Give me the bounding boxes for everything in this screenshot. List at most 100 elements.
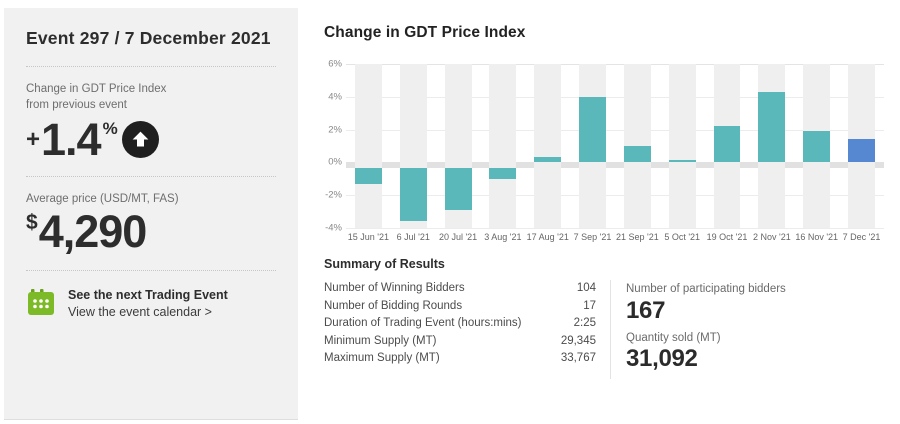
gridline bbox=[346, 195, 884, 197]
x-axis-tick-label: 20 Jul '21 bbox=[438, 232, 478, 242]
x-axis-tick-label: 2 Nov '21 bbox=[752, 232, 791, 242]
y-axis-tick-label: -4% bbox=[325, 222, 342, 234]
column-band bbox=[489, 64, 517, 228]
chart-bar[interactable] bbox=[489, 168, 517, 179]
chart-column bbox=[615, 64, 660, 228]
chart-bar[interactable] bbox=[399, 168, 427, 222]
chart-bar[interactable] bbox=[444, 168, 472, 210]
divider bbox=[26, 270, 276, 272]
chart-column bbox=[660, 64, 705, 228]
chart-column bbox=[570, 64, 615, 228]
x-axis-tick-label: 7 Dec '21 bbox=[842, 232, 881, 242]
chart-column bbox=[436, 64, 481, 228]
x-axis-tick-label: 15 Jun '21 bbox=[347, 232, 390, 242]
summary-table: Number of Winning Bidders 104 Number of Bi… bbox=[324, 280, 596, 368]
results-main-area: Change in GDT Price Index 6% 4% 2% 0% -2% -4%… bbox=[298, 0, 900, 424]
chart-bar[interactable] bbox=[534, 157, 562, 163]
change-unit: % bbox=[102, 119, 118, 139]
summary-row: Maximum Supply (MT) 33,767 bbox=[324, 350, 596, 368]
divider bbox=[26, 66, 276, 67]
gridline bbox=[346, 228, 884, 229]
x-axis-tick-label: 17 Aug '21 bbox=[526, 232, 569, 242]
average-price: $ 4,290 bbox=[26, 209, 276, 254]
x-axis-tick-label: 16 Nov '21 bbox=[795, 232, 839, 242]
y-axis-tick-label: 0% bbox=[328, 156, 342, 168]
summary-row-label: Maximum Supply (MT) bbox=[324, 352, 440, 364]
next-event-text: See the next Trading Event bbox=[68, 288, 228, 303]
next-event-link[interactable]: See the next Trading Event View the even… bbox=[26, 287, 276, 322]
event-calendar-link-text[interactable]: View the event calendar > bbox=[68, 305, 212, 320]
chart-title: Change in GDT Price Index bbox=[324, 24, 526, 41]
chart-column bbox=[525, 64, 570, 228]
change-sign: + bbox=[26, 125, 41, 153]
chart-plot-area bbox=[346, 64, 884, 229]
summary-row-value: 2:25 bbox=[573, 317, 596, 329]
summary-heading: Summary of Results bbox=[324, 257, 445, 271]
chart-x-axis: 15 Jun '21 6 Jul '21 20 Jul '21 3 Aug '21 17… bbox=[346, 232, 884, 242]
change-value: 1.4 bbox=[41, 114, 102, 166]
stat-label: Quantity sold (MT) bbox=[626, 331, 721, 344]
average-price-label: Average price (USD/MT, FAS) bbox=[26, 193, 179, 206]
gridline bbox=[346, 96, 884, 98]
y-axis-tick-label: -2% bbox=[325, 189, 342, 201]
summary-section: Summary of Results Number of Winning Bid… bbox=[324, 257, 890, 380]
chart-bar[interactable] bbox=[758, 91, 786, 163]
chart-column bbox=[749, 64, 794, 228]
chart-column bbox=[346, 64, 391, 228]
summary-row-value: 104 bbox=[576, 282, 596, 294]
x-axis-tick-label: 3 Aug '21 bbox=[484, 232, 522, 242]
summary-row-value: 29,345 bbox=[560, 334, 596, 347]
change-label-line2: from previous event bbox=[26, 99, 127, 112]
divider bbox=[26, 176, 276, 178]
chart-bar[interactable] bbox=[579, 96, 606, 163]
y-axis-tick-label: 4% bbox=[328, 91, 342, 103]
chart-y-axis: 6% 4% 2% 0% -2% -4% bbox=[324, 59, 346, 234]
chart-bars bbox=[346, 64, 884, 228]
summary-row: Number of Bidding Rounds 17 bbox=[324, 298, 596, 316]
chart-bar[interactable] bbox=[848, 139, 875, 163]
stat-label: Number of participating bidders bbox=[626, 283, 786, 295]
price-index-change: + 1.4 % bbox=[26, 117, 276, 162]
column-band bbox=[354, 64, 382, 228]
gridline bbox=[346, 129, 884, 131]
summary-row-label: Minimum Supply (MT) bbox=[324, 334, 437, 347]
y-axis-tick-label: 2% bbox=[328, 124, 342, 136]
gridline bbox=[346, 64, 884, 65]
summary-row-label: Number of Bidding Rounds bbox=[324, 299, 463, 312]
chart-bar[interactable] bbox=[803, 131, 831, 163]
x-axis-tick-label: 5 Oct '21 bbox=[664, 232, 701, 242]
x-axis-tick-label: 7 Sep '21 bbox=[573, 232, 612, 242]
chart-bar[interactable] bbox=[713, 126, 741, 163]
currency-symbol: $ bbox=[26, 211, 38, 235]
summary-row: Number of Winning Bidders 104 bbox=[324, 280, 596, 298]
chart-column bbox=[794, 64, 839, 228]
chart-column bbox=[391, 64, 436, 228]
x-axis-tick-label: 6 Jul '21 bbox=[396, 232, 430, 242]
summary-stats: Number of participating bidders 167 Quanti… bbox=[610, 280, 786, 380]
event-title: Event 297 / 7 December 2021 bbox=[26, 28, 271, 48]
column-band bbox=[668, 64, 696, 228]
y-axis-tick-label: 6% bbox=[328, 58, 342, 70]
summary-row-label: Duration of Trading Event (hours:mins) bbox=[324, 317, 522, 329]
summary-row-value: 17 bbox=[583, 299, 596, 312]
x-axis-tick-label: 19 Oct '21 bbox=[706, 232, 748, 242]
price-index-chart: 6% 4% 2% 0% -2% -4% bbox=[324, 59, 890, 234]
chart-column bbox=[839, 64, 884, 228]
column-band bbox=[534, 64, 562, 228]
summary-row-label: Number of Winning Bidders bbox=[324, 282, 465, 294]
chart-bar[interactable] bbox=[623, 146, 651, 163]
zero-line-band bbox=[346, 162, 884, 169]
chart-bar[interactable] bbox=[668, 160, 696, 163]
x-axis-tick-label: 21 Sep '21 bbox=[616, 232, 659, 242]
calendar-icon bbox=[26, 287, 56, 322]
summary-row-value: 33,767 bbox=[560, 352, 596, 364]
summary-row: Duration of Trading Event (hours:mins) 2:… bbox=[324, 315, 596, 333]
stat-value: 31,092 bbox=[626, 345, 698, 373]
stat-value: 167 bbox=[626, 296, 666, 324]
average-price-value: 4,290 bbox=[38, 206, 148, 258]
chart-column bbox=[705, 64, 750, 228]
chart-bar[interactable] bbox=[354, 168, 382, 184]
change-label-line1: Change in GDT Price Index bbox=[26, 83, 167, 95]
summary-row: Minimum Supply (MT) 29,345 bbox=[324, 333, 596, 351]
